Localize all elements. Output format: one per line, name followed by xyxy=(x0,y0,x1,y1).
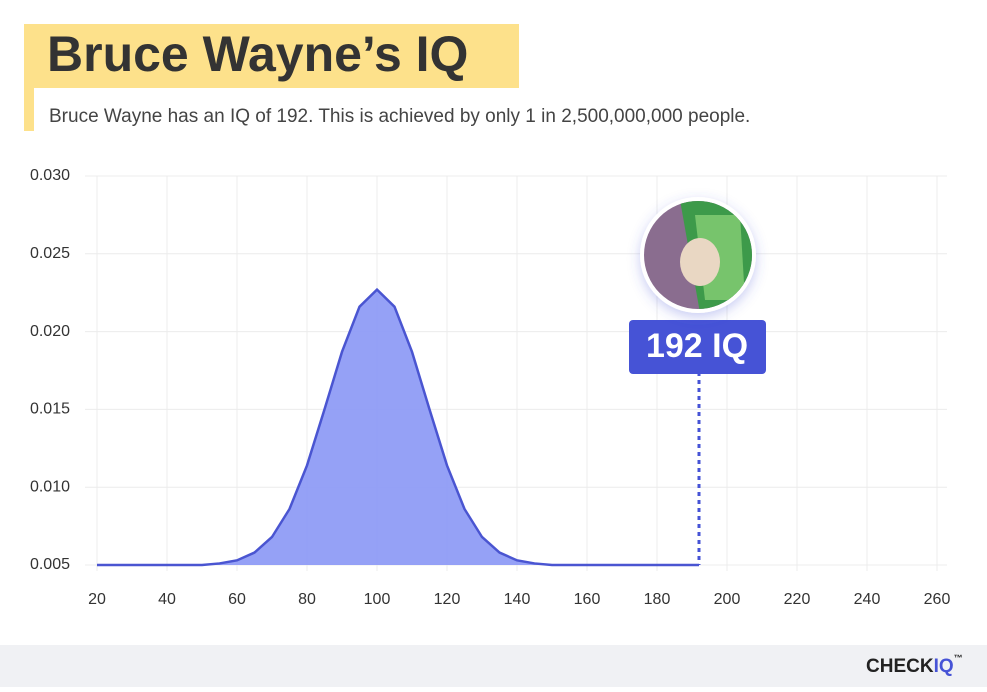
logo-text: CHECK xyxy=(866,656,934,677)
portrait-image xyxy=(644,201,752,309)
x-tick-label: 160 xyxy=(574,591,601,608)
x-tick-label: 180 xyxy=(644,591,671,608)
x-tick-label: 200 xyxy=(714,591,741,608)
portrait xyxy=(640,197,756,313)
x-tick-label: 80 xyxy=(298,591,316,608)
y-tick-label: 0.020 xyxy=(30,323,70,340)
marker-box xyxy=(629,320,766,374)
x-tick-label: 220 xyxy=(784,591,811,608)
x-tick-label: 140 xyxy=(504,591,531,608)
x-tick-label: 240 xyxy=(854,591,881,608)
x-tick-label: 20 xyxy=(88,591,106,608)
subtitle: Bruce Wayne has an IQ of 192. This is ac… xyxy=(49,106,750,127)
y-tick-label: 0.005 xyxy=(30,556,70,573)
footer xyxy=(0,645,987,687)
y-tick-label: 0.025 xyxy=(30,245,70,262)
x-tick-label: 260 xyxy=(924,591,951,608)
x-tick-label: 60 xyxy=(228,591,246,608)
logo-mark: ™ xyxy=(954,653,963,663)
y-tick-label: 0.010 xyxy=(30,478,70,495)
logo-accent: IQ xyxy=(934,656,954,677)
y-tick-label: 0.030 xyxy=(30,167,70,184)
plot: 0.005 0.010 0.015 0.020 0.025 0.030 20 40 60 80 10… xyxy=(30,167,950,608)
marker-label: 192 IQ xyxy=(646,327,748,365)
area xyxy=(97,289,699,565)
line xyxy=(97,287,699,567)
x-tick-label: 120 xyxy=(434,591,461,608)
title-box xyxy=(24,24,519,88)
title: Bruce Wayne’s IQ xyxy=(47,26,468,82)
x-tick-label: 100 xyxy=(364,591,391,608)
x-tick-label: 40 xyxy=(158,591,176,608)
y-tick-label: 0.015 xyxy=(30,401,70,418)
logo: CHECKIQ™ xyxy=(866,653,963,677)
